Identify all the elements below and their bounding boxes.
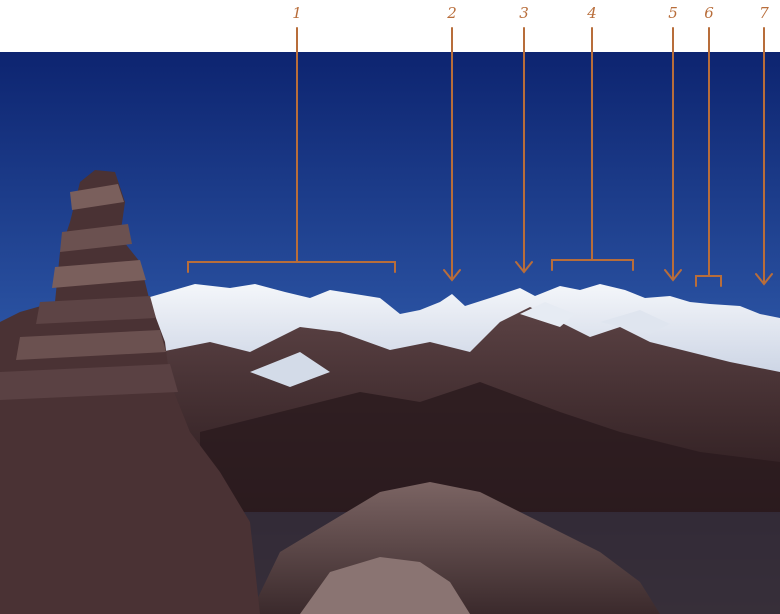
snow-patch xyxy=(520,302,575,327)
label-5: 5 xyxy=(668,4,678,22)
cairn-stone xyxy=(0,364,178,400)
cairn-stone xyxy=(52,260,146,288)
snow-patch xyxy=(600,310,670,334)
label-strip xyxy=(0,0,780,52)
label-7: 7 xyxy=(759,4,769,22)
snow-patch xyxy=(250,352,330,387)
label-6: 6 xyxy=(704,4,714,22)
cairn-stone xyxy=(16,330,166,360)
label-4: 4 xyxy=(587,4,597,22)
label-1: 1 xyxy=(292,4,302,22)
foreground-boulder xyxy=(300,557,470,614)
label-3: 3 xyxy=(519,4,529,22)
cairn-stone xyxy=(60,224,132,252)
cairn-stone xyxy=(70,184,124,210)
mountain-panorama-photo xyxy=(0,52,780,614)
cairn-stone xyxy=(36,296,156,324)
label-2: 2 xyxy=(447,4,457,22)
